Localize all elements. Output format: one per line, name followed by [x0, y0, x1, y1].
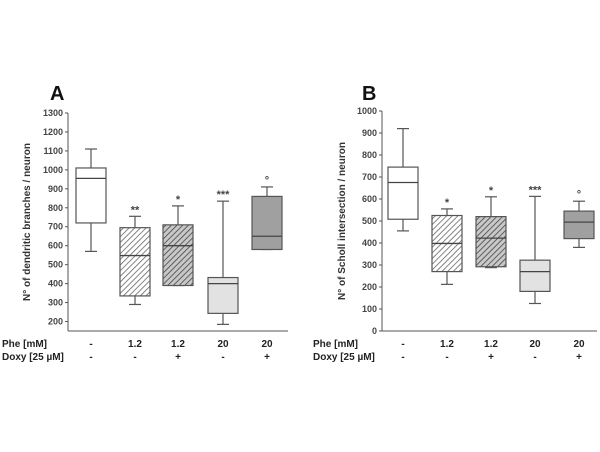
- significance-marker: **: [131, 204, 140, 216]
- y-tick-label: 700: [48, 222, 63, 232]
- significance-marker: °: [265, 175, 269, 187]
- doxy-value: +: [175, 352, 181, 363]
- row-label-phe: Phe [mM]: [2, 339, 47, 350]
- significance-marker: *: [489, 185, 494, 197]
- y-tick-label: 400: [362, 238, 377, 248]
- y-tick-label: 800: [48, 203, 63, 213]
- significance-marker: °: [577, 189, 581, 201]
- doxy-value: -: [221, 352, 224, 363]
- y-tick-label: 900: [362, 128, 377, 138]
- box: [162, 224, 194, 287]
- box: [475, 216, 507, 268]
- y-tick-label: 300: [48, 298, 63, 308]
- panel-label: A: [50, 83, 64, 105]
- y-tick-label: 1000: [357, 106, 377, 116]
- doxy-value: -: [401, 352, 404, 363]
- box: [75, 167, 107, 224]
- row-label-doxy: Doxy [25 µM]: [313, 352, 375, 363]
- y-tick-label: 500: [48, 260, 63, 270]
- phe-value: -: [401, 339, 404, 350]
- y-tick-label: 200: [362, 282, 377, 292]
- y-tick-label: 900: [48, 184, 63, 194]
- y-axis-label: N° of Scholl intersection / neuron: [337, 142, 348, 300]
- y-tick-label: 0: [372, 326, 377, 336]
- phe-value: 20: [261, 339, 273, 350]
- box: [563, 210, 595, 240]
- doxy-value: +: [488, 352, 494, 363]
- box: [207, 276, 239, 314]
- phe-value: 1.2: [484, 339, 498, 350]
- y-tick-label: 100: [362, 304, 377, 314]
- y-tick-label: 600: [48, 241, 63, 251]
- doxy-value: -: [533, 352, 536, 363]
- doxy-value: +: [576, 352, 582, 363]
- phe-value: 20: [573, 339, 585, 350]
- y-tick-label: 1100: [43, 146, 63, 156]
- doxy-value: -: [445, 352, 448, 363]
- row-label-phe: Phe [mM]: [313, 339, 358, 350]
- row-label-doxy: Doxy [25 µM]: [2, 352, 64, 363]
- y-tick-label: 800: [362, 150, 377, 160]
- panel-label: B: [362, 83, 376, 105]
- y-tick-label: 500: [362, 216, 377, 226]
- y-tick-label: 700: [362, 172, 377, 182]
- y-tick-label: 200: [48, 317, 63, 327]
- y-axis-label: N° of dendritic branches / neuron: [22, 143, 33, 301]
- box: [251, 195, 283, 251]
- y-tick-label: 600: [362, 194, 377, 204]
- box: [387, 166, 419, 220]
- y-tick-label: 1300: [43, 108, 63, 118]
- significance-marker: *: [445, 197, 450, 209]
- phe-value: 1.2: [440, 339, 454, 350]
- doxy-value: -: [89, 352, 92, 363]
- doxy-value: +: [264, 352, 270, 363]
- phe-value: 20: [217, 339, 229, 350]
- phe-value: -: [89, 339, 92, 350]
- significance-marker: ***: [529, 184, 543, 196]
- doxy-value: -: [133, 352, 136, 363]
- y-tick-label: 400: [48, 279, 63, 289]
- significance-marker: *: [176, 194, 181, 206]
- phe-value: 20: [529, 339, 541, 350]
- box: [119, 227, 151, 297]
- significance-marker: ***: [217, 189, 231, 201]
- box: [519, 259, 551, 293]
- y-tick-label: 1000: [43, 165, 63, 175]
- y-tick-label: 1200: [43, 127, 63, 137]
- y-tick-label: 300: [362, 260, 377, 270]
- phe-value: 1.2: [171, 339, 185, 350]
- phe-value: 1.2: [128, 339, 142, 350]
